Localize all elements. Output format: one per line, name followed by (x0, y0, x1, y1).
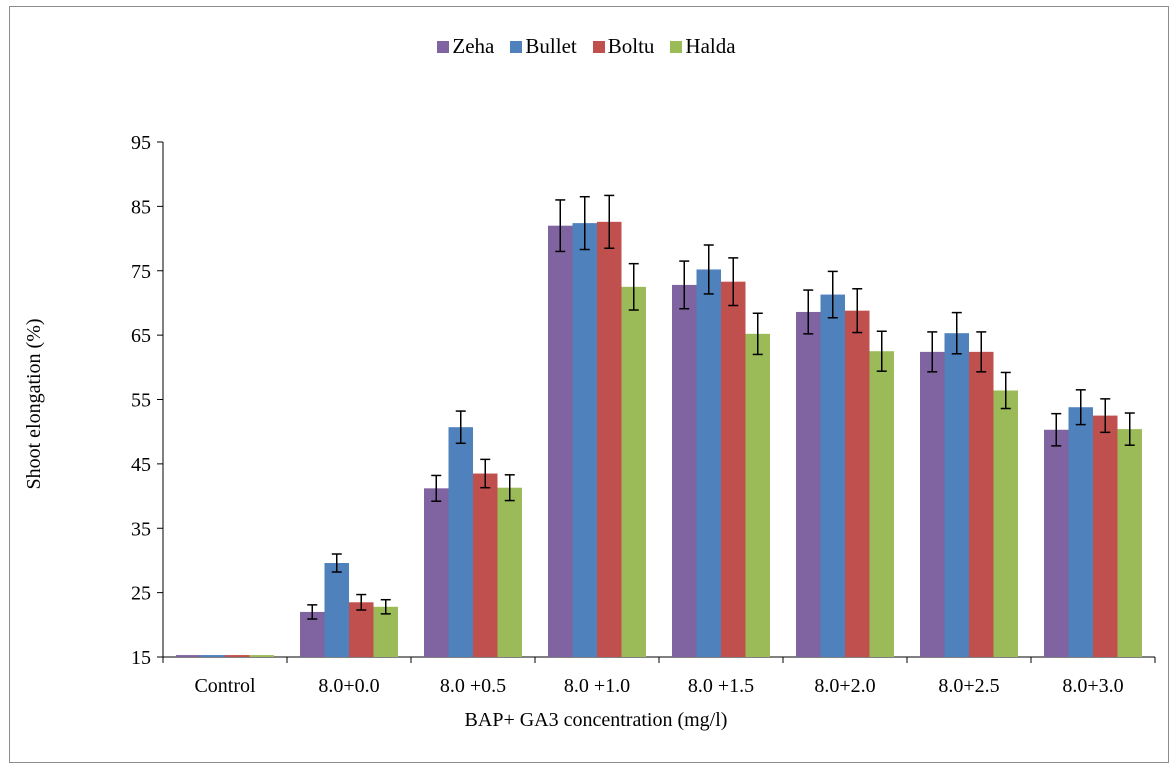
bar-boltu (349, 602, 374, 657)
bar-halda (497, 487, 522, 657)
y-tick-label: 15 (131, 647, 151, 669)
error-bars (307, 194, 1135, 620)
bar-boltu (225, 655, 250, 657)
x-tick-label: 8.0+2.0 (814, 675, 875, 697)
bar-boltu (1093, 415, 1118, 657)
bars (176, 221, 1142, 658)
bar-bullet (1068, 407, 1093, 657)
x-axis-label: BAP+ GA3 concentration (mg/l) (465, 709, 728, 731)
y-axis-label: Shoot elongation (%) (23, 318, 45, 489)
legend-swatch-bullet (510, 40, 523, 53)
y-tick-label: 35 (131, 518, 151, 540)
legend-item-bullet: Bullet (510, 34, 577, 59)
bar-halda (745, 333, 770, 657)
bar-halda (993, 390, 1018, 657)
x-tick-label: Control (194, 675, 256, 697)
bar-halda (869, 351, 894, 657)
x-tick-label: 8.0+2.5 (938, 675, 999, 697)
bar-bullet (696, 269, 721, 657)
bar-zeha (672, 284, 697, 657)
x-tick-label: 8.0 +0.5 (440, 675, 506, 697)
legend-item-boltu: Boltu (592, 34, 655, 59)
legend-label-halda: Halda (685, 34, 736, 58)
bar-boltu (473, 473, 498, 657)
bar-halda (249, 655, 274, 657)
legend-item-zeha: Zeha (437, 34, 494, 59)
bar-zeha (920, 351, 945, 657)
x-tick-label: 8.0 +1.0 (564, 675, 630, 697)
bar-bullet (200, 655, 225, 657)
y-tick-label: 45 (131, 454, 151, 476)
bar-zeha (796, 311, 821, 657)
axes: 15 25 35 45 55 65 75 85 95 Control 8.0+0.0 8.0 +0.5… (131, 132, 1156, 697)
bar-bullet (324, 563, 349, 657)
chart-legend: Zeha Bullet Boltu Halda (0, 34, 1173, 59)
x-tick-label: 8.0+3.0 (1062, 675, 1123, 697)
bar-bullet (820, 294, 845, 657)
bar-boltu (845, 310, 870, 657)
y-tick-label: 85 (131, 196, 151, 218)
legend-swatch-boltu (592, 40, 605, 53)
bar-zeha (424, 488, 449, 657)
legend-item-halda: Halda (670, 34, 736, 59)
x-tick-label: 8.0+0.0 (318, 675, 379, 697)
bar-halda (621, 286, 646, 657)
legend-swatch-zeha (437, 40, 450, 53)
bar-boltu (597, 221, 622, 657)
legend-swatch-halda (670, 40, 683, 53)
bar-zeha (548, 225, 573, 657)
y-tick-label: 55 (131, 390, 151, 412)
bar-halda (373, 606, 398, 657)
bar-zeha (1044, 429, 1069, 657)
y-tick-label: 25 (131, 583, 151, 605)
bar-zeha (176, 655, 201, 657)
x-tick-label: 8.0 +1.5 (688, 675, 754, 697)
y-tick-label: 75 (131, 261, 151, 283)
bar-bullet (448, 427, 473, 657)
bar-bullet (572, 223, 597, 658)
bar-boltu (721, 281, 746, 657)
legend-label-boltu: Boltu (607, 34, 655, 58)
y-tick-label: 95 (131, 132, 151, 154)
bar-halda (1117, 429, 1142, 657)
legend-label-zeha: Zeha (452, 34, 495, 58)
legend-label-bullet: Bullet (525, 34, 577, 58)
bar-bullet (944, 333, 969, 657)
y-tick-label: 65 (131, 325, 151, 347)
bar-boltu (969, 351, 994, 657)
